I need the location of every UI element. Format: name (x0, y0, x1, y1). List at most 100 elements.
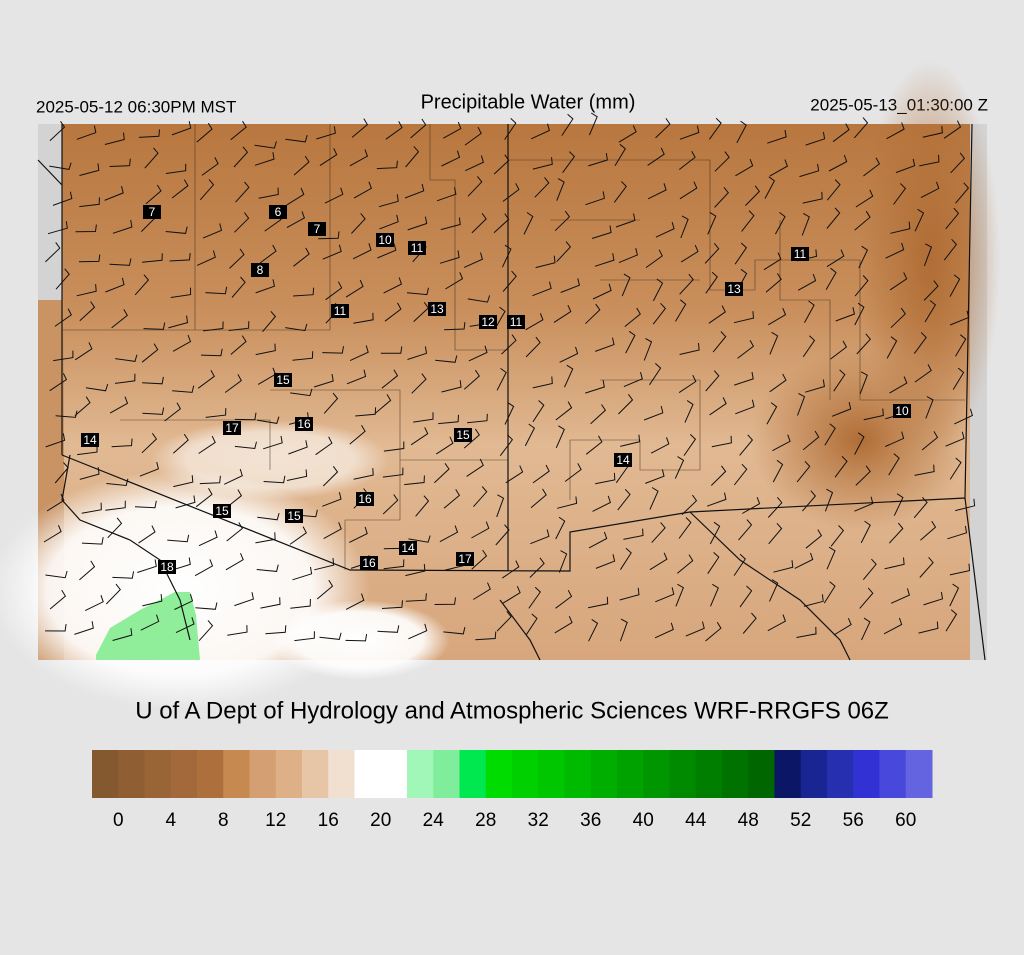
station-box (791, 247, 809, 261)
wind-barb (493, 154, 510, 175)
wind-barb (525, 313, 544, 331)
wind-barb (376, 160, 398, 170)
wind-barb (739, 585, 753, 608)
wind-barb (463, 369, 480, 390)
wind-barb (588, 531, 608, 549)
wind-barb (285, 134, 308, 143)
wind-barb (705, 370, 720, 392)
footer-title: U of A Dept of Hydrology and Atmospheric… (135, 697, 889, 724)
wind-barb (142, 376, 164, 385)
wind-barb (830, 340, 848, 360)
wind-barb (924, 300, 937, 323)
station-value: 11 (411, 241, 424, 255)
wind-barb (199, 475, 221, 485)
wind-barb (738, 519, 753, 541)
wind-barb (923, 591, 944, 606)
wind-barb (623, 371, 643, 388)
wind-barb (706, 492, 727, 507)
wind-barb (955, 498, 976, 512)
wind-barb (55, 268, 70, 290)
wind-barb (411, 373, 427, 394)
wind-barb (410, 427, 429, 446)
wind-barb (439, 250, 460, 264)
wind-barb (349, 526, 368, 543)
wind-barb (767, 614, 787, 632)
wind-barb (525, 613, 538, 636)
colorbar-swatch (354, 750, 382, 798)
wind-barb (803, 594, 824, 607)
wind-barb (112, 628, 133, 641)
wind-barb (679, 273, 694, 295)
wind-barb (710, 465, 727, 486)
wind-barb (349, 149, 369, 167)
wind-barb (502, 270, 517, 292)
station-box (285, 509, 303, 523)
wind-barb (734, 371, 754, 386)
wind-barb (745, 185, 761, 206)
wind-barb (105, 277, 125, 293)
wind-barb (353, 312, 374, 324)
wind-barb (471, 521, 490, 539)
wind-barb (943, 120, 962, 139)
wind-barb (501, 334, 517, 355)
wind-barb (112, 220, 133, 234)
station-value: 13 (727, 282, 741, 296)
wind-barb (205, 408, 227, 418)
wind-barb (678, 517, 692, 539)
wind-barb (624, 307, 641, 327)
wind-barb (945, 207, 960, 230)
wind-barb (618, 247, 638, 264)
wind-barb (79, 467, 100, 480)
station-value: 6 (275, 205, 282, 219)
wind-barb (826, 179, 841, 201)
wind-barb (595, 337, 615, 352)
wind-barb (408, 535, 431, 543)
wind-barb (557, 496, 578, 509)
wind-barb (561, 113, 574, 136)
wind-barb (621, 273, 631, 297)
wind-barb (78, 254, 101, 263)
wind-barb (888, 453, 900, 476)
wind-barb (79, 560, 96, 581)
wind-barb (504, 402, 515, 425)
wind-barb (231, 276, 246, 298)
wind-barb (802, 335, 816, 358)
wind-barb (885, 242, 905, 259)
station-value: 15 (287, 509, 301, 523)
wind-barb (352, 243, 372, 260)
wind-barb (655, 221, 675, 238)
wind-barb (441, 150, 461, 167)
wind-barb (855, 189, 874, 208)
wind-barb (435, 436, 454, 455)
wind-barb (742, 612, 757, 634)
wind-barb (443, 626, 466, 635)
wind-barb (918, 621, 939, 634)
wind-barb (53, 350, 74, 362)
wind-barb (553, 304, 572, 323)
wind-barb (736, 120, 747, 144)
wind-barb (325, 281, 343, 301)
station-value: 16 (358, 492, 372, 506)
wind-barb (345, 279, 364, 298)
wind-barb (619, 547, 632, 570)
wind-barb (47, 221, 68, 235)
wind-barb (285, 323, 308, 332)
wind-barb (111, 309, 128, 329)
wind-barb (647, 183, 667, 200)
wind-barb (45, 570, 68, 579)
wind-barb (255, 343, 276, 356)
wind-barb (142, 594, 163, 607)
colorbar-swatch (643, 750, 670, 798)
wind-barb (532, 400, 545, 423)
station-box (295, 417, 313, 431)
wind-barb (134, 500, 157, 509)
wind-barb (475, 631, 497, 641)
wind-barb (861, 617, 871, 641)
wind-barb (645, 249, 663, 269)
wind-barb (714, 186, 729, 208)
wind-barb (772, 459, 784, 483)
wind-barb (735, 159, 754, 177)
wind-barb (256, 416, 280, 424)
wind-barb (496, 610, 512, 632)
wind-barb (615, 213, 636, 228)
